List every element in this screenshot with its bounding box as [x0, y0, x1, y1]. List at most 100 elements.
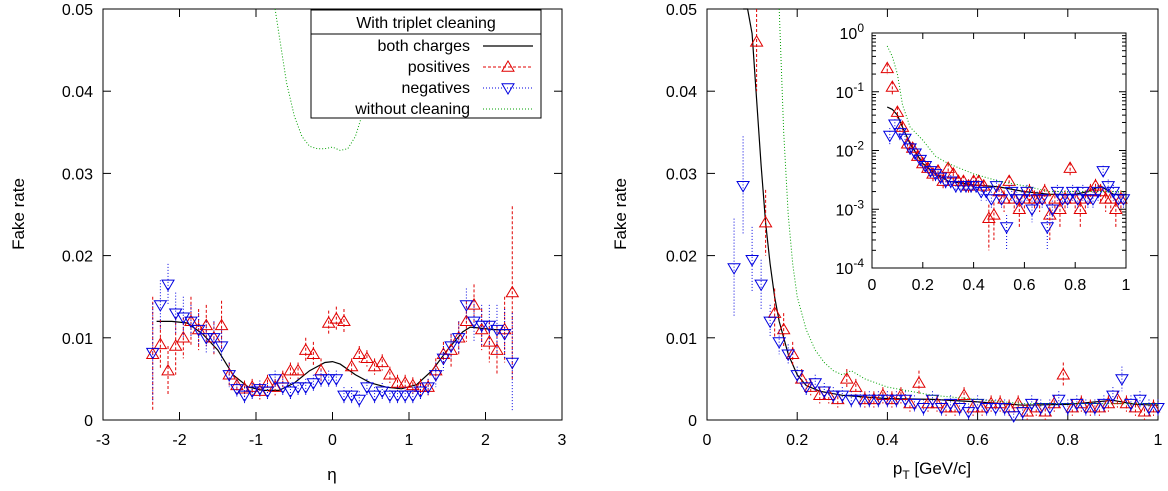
right-point [754, 279, 768, 292]
right-y-tick-label: 0 [688, 413, 697, 430]
right-point [727, 263, 741, 275]
left-point [482, 334, 497, 347]
right-point [799, 382, 814, 395]
right-point [952, 402, 967, 415]
right-point [934, 402, 949, 415]
inset-point [994, 194, 1009, 206]
inset-point [969, 181, 984, 193]
left-x-tick-label: 0 [328, 432, 337, 449]
inset-point [1063, 161, 1077, 173]
left-y-tick-label: 0.04 [62, 84, 93, 101]
inset-y-tick-label: 10-4 [836, 256, 865, 278]
right-x-axis-title-sub: T [902, 468, 910, 482]
inset-x-tick-label: 0.4 [962, 277, 984, 294]
left-point [283, 386, 298, 399]
left-point [191, 324, 206, 337]
left-point [168, 308, 183, 321]
left-point [360, 351, 374, 364]
inset-x-tick-label: 1 [1122, 277, 1131, 294]
inset-point [1037, 184, 1052, 197]
right-x-axis-title: pT [GeV/c] [893, 459, 971, 482]
right-plot-frame [706, 8, 1159, 421]
left-point [222, 370, 237, 382]
inset-point [1065, 186, 1080, 199]
right-point [758, 215, 773, 228]
inset-point [1096, 166, 1111, 178]
left-point [490, 324, 504, 337]
right-panel: 0 0.01 0.02 0.03 0.04 0.05 0 0.2 0.4 0.6 0.8 1 pT … [611, 2, 1165, 482]
legend-entry-negatives: negatives [402, 80, 533, 97]
right-point [745, 255, 759, 267]
right-point [1015, 407, 1030, 419]
left-series-negatives [145, 263, 520, 412]
left-point [207, 330, 221, 343]
inset-y-tick-base: 10 [836, 202, 854, 219]
right-point [1142, 402, 1156, 415]
inset-point [1101, 181, 1116, 193]
left-point [344, 359, 359, 372]
inset-point [1040, 222, 1055, 234]
left-point [459, 314, 474, 327]
left-x-axis-title: η [327, 465, 336, 484]
legend-entry-without-cleaning: without cleaning [354, 101, 533, 118]
right-y-tick-label: 0.04 [666, 84, 697, 101]
right-y-tick-label: 0.01 [666, 331, 697, 348]
inset-x-tick-label: 0.2 [912, 277, 934, 294]
right-x-tick-label: 1 [1154, 432, 1163, 449]
legend-entries: both charges positives negatives without cl… [354, 38, 533, 118]
inset-point [905, 141, 920, 153]
right-point [1151, 402, 1165, 415]
right-point [988, 402, 1003, 415]
left-point [383, 390, 397, 403]
left-x-tick-label: 2 [481, 432, 490, 449]
right-point [839, 371, 854, 384]
left-point [482, 320, 497, 333]
left-point [467, 316, 481, 329]
right-point [894, 388, 908, 401]
right-point [1056, 367, 1071, 380]
right-point [790, 370, 805, 382]
legend-entry-label: negatives [402, 80, 471, 97]
right-x-tick-label: 0.8 [1057, 432, 1079, 449]
inset-point [981, 211, 996, 224]
right-point [1033, 402, 1048, 415]
left-point [268, 380, 282, 392]
left-x-tick-label: -1 [249, 432, 263, 449]
left-y-tick-label: 0.01 [62, 331, 93, 348]
left-point [306, 378, 321, 390]
left-point [505, 357, 520, 370]
right-point [997, 402, 1012, 415]
inset-point [923, 166, 938, 178]
legend-swatch-marker [501, 83, 515, 95]
left-plot-marks [145, 8, 520, 412]
left-point [459, 300, 474, 312]
left-point [275, 382, 290, 395]
right-point [772, 337, 787, 349]
right-point [871, 394, 886, 407]
left-point [383, 367, 397, 380]
left-point [199, 318, 214, 331]
left-point [497, 328, 512, 341]
inset-plot-marks [880, 45, 1131, 251]
right-point [876, 388, 890, 401]
right-point [912, 376, 926, 388]
right-x-tick-label: 0 [703, 432, 712, 449]
inset-y-tick-base: 10 [836, 144, 854, 161]
right-y-tick-label: 0.05 [666, 2, 697, 19]
right-point [826, 390, 841, 403]
legend-entry-label: both charges [377, 38, 470, 55]
left-point [176, 312, 191, 325]
inset-point [913, 154, 928, 167]
left-panel: 0 0.01 0.02 0.03 0.04 0.05 -3 -2 -1 0 1 2 3 η Fake … [9, 2, 567, 484]
left-point [298, 382, 313, 395]
inset-point [887, 119, 902, 132]
right-point [866, 392, 881, 405]
left-point [230, 384, 244, 396]
left-point [352, 347, 367, 359]
left-point [314, 374, 328, 386]
inset-y-tick-base: 10 [836, 261, 854, 278]
inset-point [1086, 194, 1100, 206]
right-point [898, 394, 913, 407]
right-point [984, 396, 999, 409]
